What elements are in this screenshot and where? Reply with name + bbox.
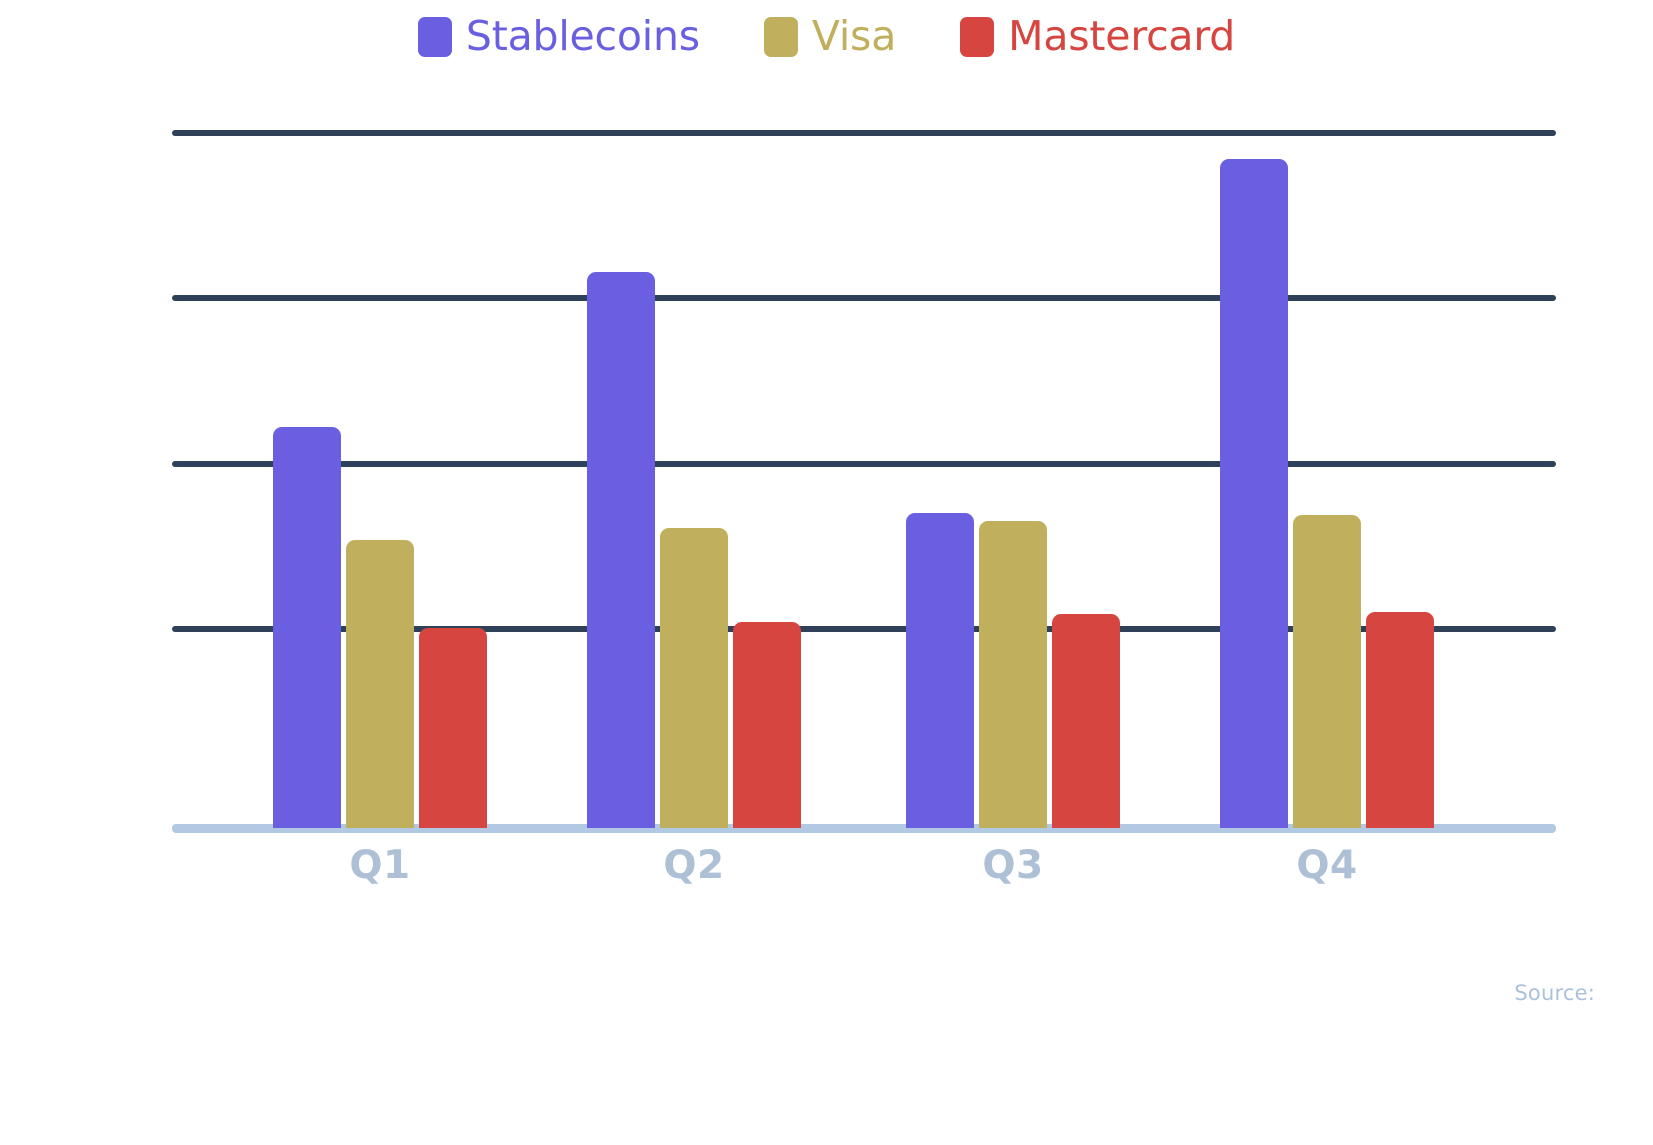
legend-label-mastercard: Mastercard <box>1008 12 1236 60</box>
legend-item-stablecoins[interactable]: Stablecoins <box>417 12 700 60</box>
gridline-top <box>172 130 1556 136</box>
bar-q4-visa[interactable] <box>1293 515 1361 828</box>
bar-q3-visa[interactable] <box>979 520 1047 828</box>
bar-q3-stablecoins[interactable] <box>906 512 974 828</box>
bar-q2-visa[interactable] <box>660 527 728 828</box>
source-note: Source: <box>1514 981 1595 1005</box>
chart-legend: Stablecoins Visa Mastercard <box>0 16 1653 57</box>
bar-q1-visa[interactable] <box>346 539 414 828</box>
bar-q4-mastercard[interactable] <box>1366 611 1434 828</box>
legend-item-mastercard[interactable]: Mastercard <box>960 16 1235 57</box>
legend-swatch-mastercard <box>960 16 995 57</box>
bar-q3-mastercard[interactable] <box>1052 614 1120 828</box>
x-axis-label-q2: Q2 <box>663 843 725 888</box>
x-axis-label-q3: Q3 <box>982 843 1044 888</box>
legend-label-visa: Visa <box>811 12 897 60</box>
legend-swatch-visa <box>763 16 798 57</box>
gridline-lower <box>172 626 1556 632</box>
x-axis-label-q1: Q1 <box>349 843 411 888</box>
bar-q2-mastercard[interactable] <box>733 622 801 828</box>
x-axis-baseline <box>172 824 1556 833</box>
legend-swatch-stablecoins <box>417 16 452 57</box>
gridline-upper <box>172 295 1556 301</box>
bar-q2-stablecoins[interactable] <box>587 272 655 828</box>
bar-q4-stablecoins[interactable] <box>1220 159 1288 828</box>
legend-label-stablecoins: Stablecoins <box>465 12 700 60</box>
bar-q1-mastercard[interactable] <box>419 628 487 828</box>
gridline-middle <box>172 461 1556 467</box>
x-axis-label-q4: Q4 <box>1296 843 1358 888</box>
legend-item-visa[interactable]: Visa <box>763 12 897 60</box>
bar-q1-stablecoins[interactable] <box>273 427 341 828</box>
